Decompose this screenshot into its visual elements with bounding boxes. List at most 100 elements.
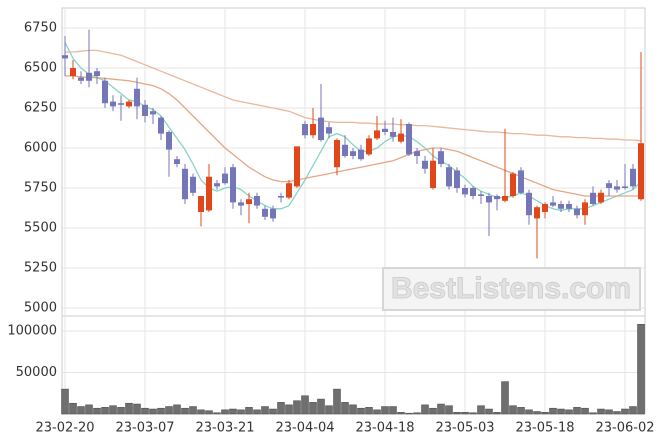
- volume-bar: [461, 412, 469, 415]
- volume-bar: [373, 409, 381, 415]
- candle-body: [342, 144, 348, 156]
- volume-bar: [285, 404, 293, 415]
- candle-body: [430, 160, 436, 188]
- volume-bar: [85, 404, 93, 415]
- volume-bar: [397, 412, 405, 415]
- candle-body: [214, 183, 220, 187]
- volume-bar: [341, 402, 349, 415]
- candle-body: [326, 127, 332, 134]
- candle-body: [254, 196, 260, 206]
- candle-body: [182, 168, 188, 200]
- volume-bar: [445, 405, 453, 415]
- y-tick-label: 5250: [24, 261, 57, 276]
- volume-bar: [573, 407, 581, 415]
- volume-bar: [293, 400, 301, 415]
- candle-body: [142, 104, 148, 116]
- volume-bar: [469, 412, 477, 415]
- candle-body: [542, 204, 548, 212]
- volume-bar: [77, 406, 85, 415]
- y-tick-label: 5750: [24, 181, 57, 196]
- volume-bar: [389, 406, 397, 415]
- candle-body: [334, 140, 340, 168]
- volume-bar: [173, 404, 181, 415]
- candle-body: [150, 111, 156, 115]
- volume-bar: [165, 406, 173, 415]
- watermark-box: [382, 267, 641, 311]
- x-tick-label: 23-04-18: [355, 421, 414, 436]
- candle-body: [438, 151, 444, 164]
- volume-bar: [621, 408, 629, 415]
- candle-body: [606, 183, 612, 188]
- volume-bar: [261, 406, 269, 415]
- volume-bar: [197, 409, 205, 415]
- candle-body: [278, 196, 284, 198]
- candle-body: [174, 159, 180, 164]
- candle-body: [374, 130, 380, 139]
- volume-bar: [533, 411, 541, 415]
- candle-body: [78, 77, 84, 81]
- volume-bar: [333, 388, 341, 415]
- volume-bar: [637, 324, 645, 415]
- candle-body: [574, 208, 580, 216]
- volume-bar: [381, 406, 389, 415]
- volume-bar: [517, 407, 525, 415]
- x-tick-label: 23-04-04: [275, 421, 334, 436]
- volume-bar: [485, 408, 493, 415]
- candle-body: [366, 138, 372, 155]
- volume-bar: [301, 395, 309, 415]
- volume-bar: [421, 404, 429, 415]
- candle-body: [310, 124, 316, 136]
- volume-bar: [269, 408, 277, 415]
- x-tick-label: 23-05-03: [435, 421, 494, 436]
- volume-bar: [133, 403, 141, 415]
- candle-body: [622, 186, 628, 188]
- volume-bar: [477, 405, 485, 415]
- volume-bar: [125, 402, 133, 415]
- candle-body: [518, 170, 524, 193]
- volume-bar: [109, 405, 117, 415]
- volume-bar: [541, 412, 549, 415]
- candle-body: [358, 149, 364, 160]
- candle-body: [494, 196, 500, 200]
- candle-body: [118, 103, 124, 105]
- candle-body: [598, 192, 604, 203]
- y-tick-label: 6000: [24, 141, 57, 156]
- x-tick-label: 23-06-02: [595, 421, 654, 436]
- moving-average-line: [65, 75, 641, 197]
- candle-body: [382, 128, 388, 132]
- candle-body: [406, 124, 412, 155]
- volume-bar: [213, 412, 221, 415]
- volume-bar: [357, 407, 365, 415]
- candle-body: [134, 88, 140, 107]
- candle-body: [614, 186, 620, 190]
- y-tick-label: 50000: [16, 365, 57, 380]
- x-tick-label: 23-03-21: [195, 421, 254, 436]
- candle-body: [62, 55, 68, 59]
- candle-body: [238, 202, 244, 206]
- volume-bar: [229, 408, 237, 415]
- volume-bar: [509, 405, 517, 415]
- volume-bar: [237, 409, 245, 415]
- candle-body: [510, 173, 516, 196]
- volume-bar: [189, 406, 197, 415]
- candle-body: [390, 132, 396, 137]
- candle-body: [110, 101, 116, 107]
- candle-body: [350, 151, 356, 156]
- volume-bar: [429, 407, 437, 415]
- volume-bar: [101, 407, 109, 415]
- volume-bar: [149, 408, 157, 415]
- volume-bar: [557, 408, 565, 415]
- candle-body: [126, 101, 132, 107]
- candle-body: [446, 167, 452, 187]
- candle-body: [454, 170, 460, 188]
- candle-body: [582, 202, 588, 216]
- candle-body: [550, 202, 556, 206]
- volume-bar: [157, 407, 165, 415]
- volume-bar: [581, 407, 589, 415]
- volume-bar: [549, 407, 557, 415]
- candle-body: [102, 80, 108, 104]
- candle-body: [166, 132, 172, 150]
- candle-body: [566, 204, 572, 209]
- volume-bar: [565, 409, 573, 415]
